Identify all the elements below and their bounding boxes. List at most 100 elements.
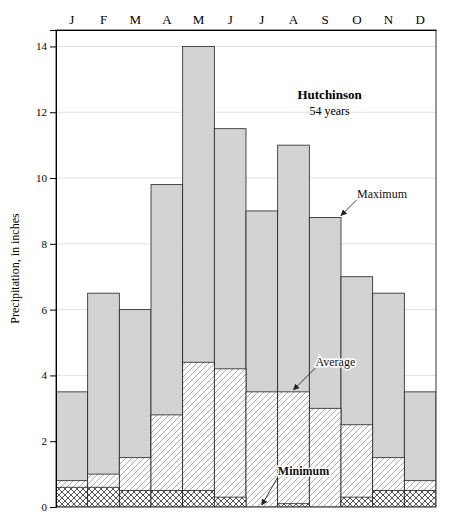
tick-label: M [129,12,141,27]
series-2 [56,487,436,507]
plot-area: 0 2 4 6 8 10 12 14 J F M A M J J A S O N D [36,12,437,513]
tick: 2 [42,435,57,447]
tick: A [289,12,299,30]
tick: N [384,12,394,30]
bar [373,458,405,507]
bar [214,129,246,507]
label-arrow [294,368,316,390]
tick-label: D [415,12,424,27]
bar [88,474,120,507]
bar [56,481,88,507]
chart: 0 2 4 6 8 10 12 14 J F M A M J J A S O N D Precipitation, in… [0,0,450,521]
axis-line [50,31,57,508]
grid-line [56,112,436,113]
tick-label: 10 [36,172,48,184]
bar [341,277,373,507]
label-arrow [341,200,357,216]
tick-label: 14 [36,40,48,52]
series-0 [56,46,436,507]
tick-label: J [69,12,74,27]
bar [183,491,215,507]
label-arrow [262,477,278,505]
tick-mark [50,112,56,113]
tick-mark [50,310,56,311]
bar [309,408,341,507]
tick-label: M [193,12,205,27]
tick-label: 0 [42,501,48,513]
grid [56,46,436,507]
bar [151,491,183,507]
bar [341,497,373,507]
tick: A [162,12,172,30]
bar [56,487,88,507]
tick-label: F [100,12,107,27]
tick: J [259,12,264,30]
tick-mark [50,441,56,442]
bar [404,491,436,507]
bar [373,491,405,507]
tick: 8 [42,238,57,250]
tick-label: 8 [42,238,48,250]
bar [183,362,215,507]
bar [183,46,215,507]
bar [151,185,183,507]
tick: J [69,12,74,30]
tick: 6 [42,304,57,316]
bar [119,491,151,507]
bar [119,310,151,507]
tick: 12 [36,106,56,118]
tick: S [322,12,329,30]
bar [88,487,120,507]
tick: 10 [36,172,56,184]
bars [56,46,436,507]
tick-label: A [162,12,172,27]
title: Hutchinson [297,87,362,102]
grid-line [56,46,436,47]
tick-label: 6 [42,304,48,316]
tick-mark [50,507,56,508]
tick: F [100,12,107,30]
series-1 [56,362,436,507]
axis-line [57,30,437,31]
tick-label: J [259,12,264,27]
tick: M [129,12,141,30]
bar [341,425,373,507]
tick-mark [50,178,56,179]
tick: M [193,12,205,30]
bar [214,497,246,507]
bar [246,392,278,507]
bar [214,369,246,507]
subtitle: 54 years [309,104,350,118]
bar [246,211,278,507]
bar [56,392,88,507]
bar [151,415,183,507]
bar [404,481,436,507]
y-axis: 0 2 4 6 8 10 12 14 [36,31,57,514]
bar [278,392,310,507]
bar [278,145,310,507]
tick-label: S [322,12,329,27]
series-label: Maximum [357,187,408,201]
tick-mark [50,46,56,47]
tick: 14 [36,40,56,52]
tick-mark [50,375,56,376]
bar [404,392,436,507]
tick-label: O [352,12,361,27]
tick: O [352,12,361,30]
tick: D [415,12,424,30]
tick-mark [50,244,56,245]
bar [119,458,151,507]
plot-frame [56,30,436,507]
tick-label: A [289,12,299,27]
bar [373,293,405,507]
tick-label: N [384,12,394,27]
tick: 0 [42,501,57,513]
y-axis-title: Precipitation, in inches [8,213,22,324]
tick-label: 2 [42,435,48,447]
tick-label: 4 [42,369,48,381]
tick-label: J [228,12,233,27]
tick-label: 12 [36,106,47,118]
series-label: Average [316,355,356,369]
x-axis: JFMAMJJASOND [57,12,437,31]
series-labels: MaximumAverageMinimum [262,187,408,505]
